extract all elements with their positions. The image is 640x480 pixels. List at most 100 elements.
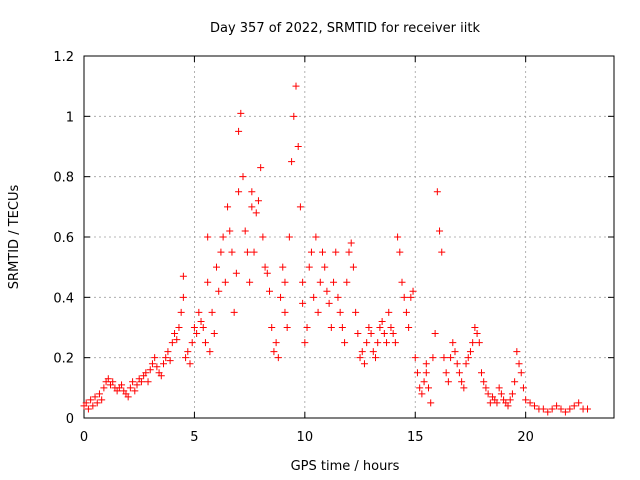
- data-point: [294, 143, 302, 150]
- data-point: [389, 330, 397, 338]
- data-point: [263, 269, 271, 277]
- data-point: [131, 387, 139, 395]
- data-point: [208, 308, 216, 316]
- data-point: [261, 263, 269, 271]
- data-point: [215, 287, 223, 295]
- data-point: [160, 360, 167, 368]
- data-point: [349, 263, 357, 271]
- data-point: [440, 354, 448, 362]
- data-point: [449, 339, 457, 347]
- data-point: [248, 188, 256, 196]
- data-point: [411, 354, 419, 362]
- data-point: [151, 354, 159, 362]
- data-point: [358, 348, 366, 356]
- data-point: [221, 278, 229, 286]
- data-point: [197, 317, 205, 325]
- data-point: [82, 399, 90, 407]
- data-point: [493, 399, 501, 407]
- data-point: [369, 348, 377, 356]
- data-point: [341, 339, 349, 347]
- data-point: [91, 393, 99, 401]
- data-point: [400, 293, 408, 301]
- y-tick-label: 1.2: [53, 50, 74, 65]
- data-point: [383, 339, 391, 347]
- data-point: [307, 248, 315, 256]
- y-tick-label: 1: [66, 110, 74, 125]
- data-point: [168, 339, 176, 347]
- data-point: [188, 339, 196, 347]
- data-point: [539, 405, 547, 413]
- data-point: [438, 248, 446, 256]
- data-point: [206, 348, 214, 356]
- data-point: [511, 378, 519, 386]
- data-point: [436, 227, 444, 235]
- data-point: [301, 339, 309, 347]
- data-point: [548, 405, 556, 413]
- data-point: [310, 293, 318, 301]
- data-point: [431, 330, 439, 338]
- data-point: [513, 348, 521, 356]
- data-point: [204, 278, 212, 286]
- data-point: [420, 378, 428, 386]
- data-point: [387, 324, 395, 331]
- data-point: [243, 248, 251, 256]
- data-point: [519, 384, 527, 392]
- data-point: [252, 209, 260, 217]
- chart-title: Day 357 of 2022, SRMTID for receiver iit…: [210, 21, 480, 36]
- data-point: [418, 390, 426, 398]
- data-point: [285, 233, 293, 241]
- data-point: [213, 263, 220, 271]
- data-point: [232, 269, 240, 277]
- data-point: [332, 248, 340, 256]
- data-point: [517, 369, 525, 377]
- data-point: [162, 354, 170, 362]
- data-point: [356, 354, 364, 362]
- data-point: [343, 278, 351, 286]
- data-point: [314, 308, 322, 316]
- data-point: [394, 233, 402, 241]
- data-point: [455, 369, 463, 377]
- data-point: [327, 324, 335, 331]
- data-point: [319, 248, 326, 256]
- data-point: [374, 339, 382, 347]
- data-point: [323, 287, 331, 295]
- data-point: [146, 366, 154, 374]
- data-point: [334, 293, 342, 301]
- data-point: [316, 278, 324, 286]
- data-point: [241, 227, 249, 235]
- data-point: [290, 112, 298, 120]
- data-point: [257, 164, 265, 172]
- x-axis-label: GPS time / hours: [291, 459, 400, 474]
- data-point: [217, 248, 225, 256]
- data-point: [210, 330, 218, 338]
- data-point: [497, 390, 505, 398]
- data-point: [89, 402, 97, 410]
- data-point: [475, 339, 483, 347]
- data-point: [557, 405, 565, 413]
- data-point: [272, 339, 280, 347]
- data-point: [429, 354, 437, 362]
- data-point: [422, 369, 430, 377]
- data-point: [171, 330, 179, 338]
- data-point: [279, 263, 287, 271]
- data-point: [336, 308, 344, 316]
- data-point: [345, 248, 353, 256]
- data-point: [312, 233, 320, 241]
- data-point: [95, 390, 103, 398]
- data-point: [173, 336, 181, 344]
- data-point: [87, 396, 95, 404]
- data-point: [347, 239, 355, 247]
- data-point: [239, 173, 247, 181]
- data-point: [321, 263, 329, 271]
- data-point: [495, 384, 503, 392]
- data-point: [447, 354, 455, 362]
- data-point: [544, 408, 552, 416]
- data-point: [148, 360, 156, 368]
- data-point: [484, 390, 492, 398]
- data-point: [584, 405, 591, 413]
- data-points: [80, 82, 591, 416]
- data-point: [277, 293, 285, 301]
- data-point: [561, 408, 569, 416]
- data-point: [376, 324, 384, 331]
